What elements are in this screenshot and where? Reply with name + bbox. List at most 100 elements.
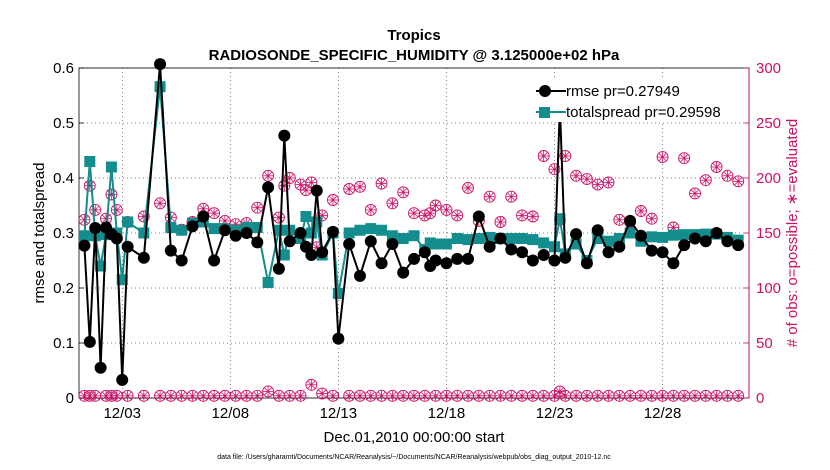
rmse-point xyxy=(645,244,658,257)
obs-marker-lower xyxy=(613,389,626,402)
obs-marker-lower xyxy=(440,389,453,402)
x-axis-label: Dec.01,2010 00:00:00 start xyxy=(324,429,506,446)
obs-marker-lower xyxy=(89,389,102,402)
rmse-point xyxy=(83,335,96,348)
rmse-point xyxy=(208,254,221,267)
obs-evaluated-star xyxy=(177,391,186,400)
rmse-point xyxy=(218,224,231,237)
rmse-point xyxy=(332,332,345,345)
obs-marker-upper xyxy=(375,177,388,190)
totalspread-point xyxy=(278,249,290,261)
obs-marker-lower xyxy=(343,389,356,402)
obs-evaluated-star xyxy=(626,391,634,400)
rmse-point xyxy=(418,246,431,259)
obs-marker-lower xyxy=(262,385,275,398)
totalspread-point xyxy=(397,233,409,244)
obs-marker-lower xyxy=(732,389,745,402)
obs-marker-upper xyxy=(602,176,615,189)
obs-possible-circle xyxy=(386,197,399,210)
obs-marker-upper xyxy=(386,197,399,210)
obs-marker-upper xyxy=(278,179,291,192)
obs-evaluated-star xyxy=(561,152,570,160)
obs-possible-circle xyxy=(375,177,388,190)
obs-marker-lower xyxy=(397,389,410,402)
rmse-point xyxy=(505,243,518,256)
obs-possible-circle xyxy=(429,199,442,212)
obs-evaluated-star xyxy=(453,211,462,220)
obs-marker-lower xyxy=(386,389,399,402)
totalspread-point xyxy=(311,216,323,228)
obs-evaluated-star xyxy=(366,206,375,214)
totalspread-point xyxy=(105,161,117,173)
obs-marker-upper xyxy=(570,169,583,182)
obs-evaluated-star xyxy=(167,391,175,400)
obs-evaluated-star xyxy=(329,196,337,204)
obs-marker-upper xyxy=(689,187,701,200)
obs-possible-circle xyxy=(505,190,518,203)
obs-possible-circle xyxy=(251,201,264,214)
obs-evaluated-star xyxy=(734,177,743,186)
obs-marker-upper xyxy=(580,173,593,186)
obs-evaluated-star xyxy=(496,391,505,400)
obs-marker-lower xyxy=(327,389,339,402)
obs-marker-upper xyxy=(110,203,123,216)
rmse-point xyxy=(240,227,253,239)
footnote: data file: /Users/gharamti/Documents/NCA… xyxy=(217,454,611,461)
totalspread-point xyxy=(116,274,128,286)
totalspread-point xyxy=(208,223,220,235)
obs-possible-circle xyxy=(327,389,339,402)
totalspread-point xyxy=(527,234,539,246)
obs-marker-upper xyxy=(397,186,410,199)
obs-possible-circle xyxy=(440,203,453,216)
rmse-point xyxy=(537,249,550,261)
obs-evaluated-star xyxy=(593,391,602,400)
obs-possible-circle xyxy=(645,212,658,225)
obs-marker-upper xyxy=(516,209,529,222)
obs-evaluated-star xyxy=(658,153,667,161)
obs-possible-circle xyxy=(137,389,150,402)
obs-marker-upper xyxy=(483,190,496,203)
obs-marker-lower xyxy=(472,389,485,402)
rmse-point xyxy=(310,184,323,197)
rmse-point xyxy=(634,229,647,242)
rmse-point xyxy=(451,252,464,265)
totalspread-point xyxy=(451,233,463,244)
obs-evaluated-star xyxy=(113,391,121,400)
rmse-point xyxy=(375,257,388,270)
totalspread-point xyxy=(332,288,344,299)
rmse-point xyxy=(494,232,507,245)
totalspread-point xyxy=(176,224,188,236)
obs-marker-upper xyxy=(272,211,285,224)
obs-evaluated-star xyxy=(518,211,526,220)
obs-marker-lower xyxy=(364,389,377,402)
obs-possible-circle xyxy=(634,205,647,217)
obs-possible-circle xyxy=(678,152,691,165)
obs-marker-lower xyxy=(559,389,572,402)
rmse-point xyxy=(678,239,691,252)
obs-marker-upper xyxy=(656,151,669,164)
obs-marker-lower xyxy=(645,389,658,402)
totalspread-point xyxy=(505,233,517,244)
obs-marker-lower xyxy=(218,389,231,402)
legend-spread-label: totalspread pr=0.29598 xyxy=(566,104,721,121)
totalspread-point xyxy=(343,227,355,239)
obs-evaluated-star xyxy=(701,176,710,185)
obs-evaluated-star xyxy=(242,391,251,400)
obs-marker-upper xyxy=(451,209,464,222)
totalspread-point xyxy=(408,230,420,242)
obs-marker-upper xyxy=(559,150,572,162)
totalspread-point xyxy=(122,216,134,228)
obs-evaluated-star xyxy=(485,391,494,400)
obs-possible-circle xyxy=(251,389,264,402)
y-axis-label-right: # of obs: o=possible; ∗=evaluated xyxy=(784,119,801,348)
rmse-point xyxy=(186,220,199,233)
rmse-point xyxy=(262,181,275,194)
x-tick-label: 12/18 xyxy=(428,405,466,422)
obs-marker-lower xyxy=(462,389,474,402)
obs-marker-upper xyxy=(645,212,658,225)
obs-marker-lower xyxy=(164,389,177,402)
obs-possible-circle xyxy=(462,181,474,194)
totalspread-point xyxy=(386,230,398,242)
rmse-point xyxy=(613,240,626,253)
obs-possible-circle xyxy=(262,169,275,182)
